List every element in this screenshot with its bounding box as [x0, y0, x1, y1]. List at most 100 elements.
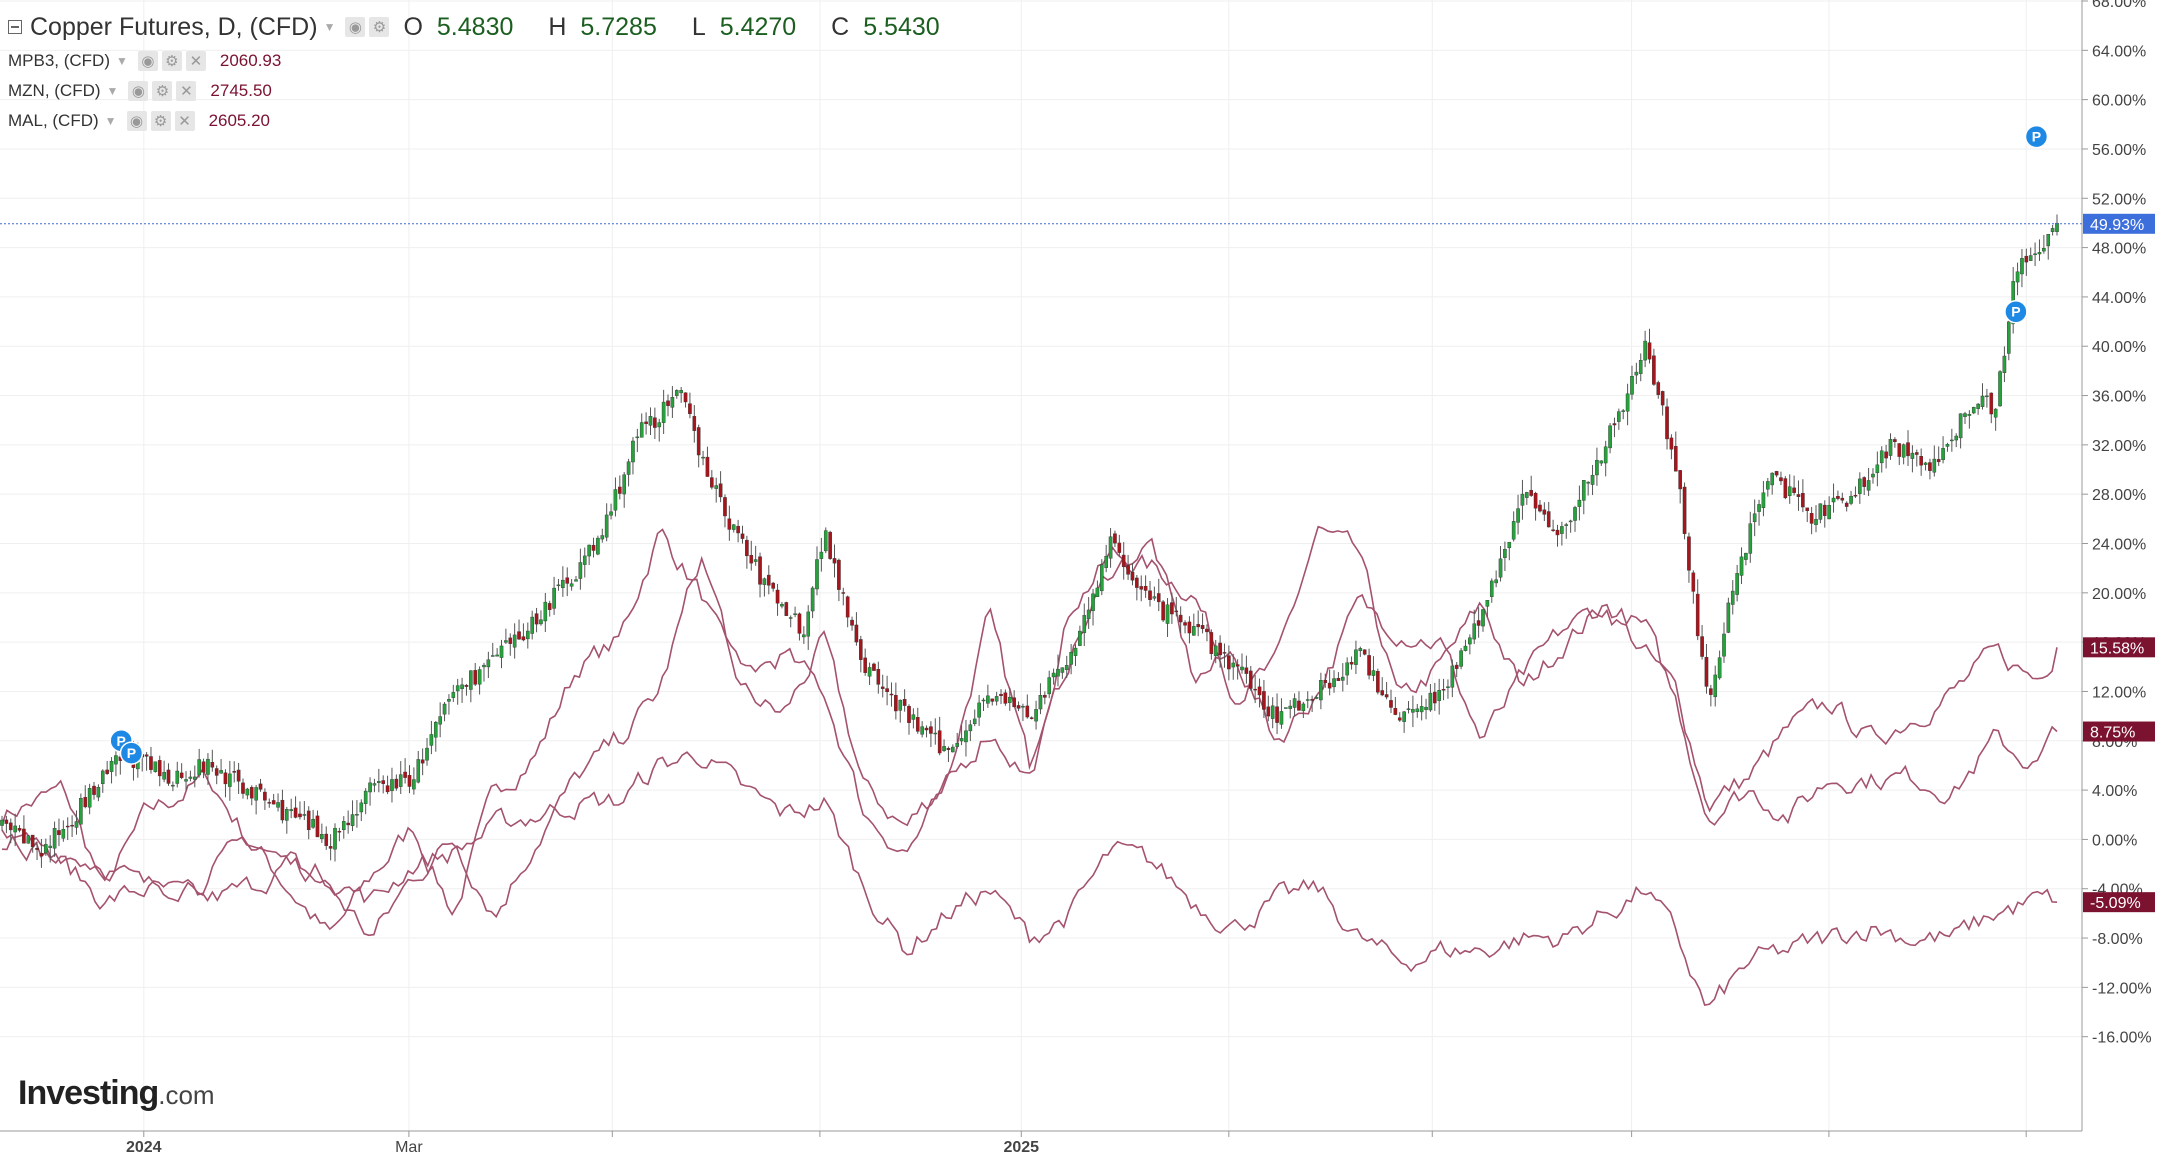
- gear-icon[interactable]: ⚙: [369, 17, 390, 37]
- gear-icon[interactable]: ⚙: [150, 111, 171, 131]
- chevron-down-icon[interactable]: ▼: [104, 114, 117, 128]
- candle-body: [587, 544, 591, 557]
- candle-body: [1060, 667, 1065, 673]
- candle-body: [631, 440, 635, 463]
- candle-body: [1529, 490, 1534, 496]
- candle-body: [1468, 637, 1472, 645]
- candle-body: [1647, 342, 1652, 360]
- candle-body: [837, 559, 841, 590]
- candle-body: [1801, 493, 1805, 508]
- candle-body: [622, 474, 626, 495]
- chevron-down-icon[interactable]: ▼: [323, 20, 336, 34]
- comparison-name[interactable]: MZN, (CFD): [8, 81, 101, 100]
- visibility-icon[interactable]: ◉: [126, 111, 147, 131]
- candle-body: [920, 726, 924, 735]
- candle-body: [1980, 395, 1985, 407]
- candle-body: [959, 738, 964, 742]
- visibility-icon[interactable]: ◉: [128, 81, 149, 101]
- collapse-icon[interactable]: [8, 20, 22, 34]
- x-tick-label: 2024: [126, 1139, 162, 1156]
- candle-body: [1078, 630, 1082, 646]
- open-label: O: [403, 12, 423, 41]
- candle-body: [70, 824, 74, 827]
- candle-body: [490, 655, 495, 657]
- candle-body: [1424, 706, 1428, 710]
- gear-icon[interactable]: ⚙: [152, 81, 173, 101]
- candle-body: [197, 759, 201, 776]
- candle-body: [1034, 709, 1038, 722]
- candle-body: [153, 761, 158, 772]
- current-value-badge: [2083, 213, 2155, 234]
- candle-body: [13, 825, 17, 833]
- candle-body: [1209, 632, 1214, 654]
- candle-body: [482, 664, 486, 668]
- candle-body: [929, 726, 933, 734]
- candle-body: [701, 456, 705, 459]
- candle-body: [1411, 709, 1415, 713]
- candle-body: [1301, 703, 1306, 712]
- candle-body: [745, 539, 749, 557]
- current-value-label: 49.93%: [2090, 217, 2144, 234]
- candle-body: [968, 724, 973, 732]
- candle-body: [1875, 464, 1880, 474]
- candle-body: [1016, 705, 1021, 709]
- candle-body: [1498, 558, 1503, 578]
- chevron-down-icon[interactable]: ▼: [106, 84, 119, 98]
- candle-body: [302, 814, 307, 816]
- close-icon[interactable]: ✕: [174, 111, 195, 131]
- candle-body: [109, 760, 114, 772]
- candle-body: [1205, 628, 1209, 633]
- candle-body: [39, 853, 44, 857]
- candle-body: [784, 602, 789, 616]
- candle-body: [885, 688, 889, 693]
- candle-body: [1130, 571, 1135, 581]
- candle-body: [1599, 460, 1604, 464]
- candle-body: [65, 825, 70, 828]
- candle-body: [473, 670, 478, 685]
- candle-body: [1152, 596, 1157, 599]
- candle-body: [591, 544, 596, 551]
- close-icon[interactable]: ✕: [185, 51, 206, 71]
- candle-body: [1358, 648, 1363, 652]
- candle-body: [823, 530, 828, 552]
- gear-icon[interactable]: ⚙: [161, 51, 182, 71]
- candle-body: [1954, 435, 1959, 441]
- candle-body: [1831, 497, 1836, 503]
- candle-body: [311, 818, 315, 828]
- investing-logo: Investing.com: [18, 1074, 215, 1113]
- comparison-name[interactable]: MAL, (CFD): [8, 111, 99, 130]
- candle-body: [1897, 443, 1902, 457]
- candle-body: [937, 730, 942, 754]
- candle-body: [951, 746, 955, 753]
- candle-body: [249, 787, 254, 799]
- candle-body: [1314, 697, 1319, 699]
- candle-body: [61, 828, 66, 839]
- candle-body: [1862, 477, 1867, 487]
- candle-body: [670, 397, 675, 408]
- candle-body: [263, 791, 267, 801]
- chevron-down-icon[interactable]: ▼: [116, 54, 128, 68]
- candle-body: [1520, 493, 1525, 506]
- close-icon[interactable]: ✕: [176, 81, 197, 101]
- comparison-name[interactable]: MPB3, (CFD): [8, 51, 110, 70]
- candle-body: [1822, 504, 1827, 516]
- candle-body: [1516, 508, 1520, 523]
- main-series-title[interactable]: Copper Futures, D, (CFD): [30, 12, 318, 41]
- candle-body: [1091, 593, 1095, 611]
- candle-body: [1625, 393, 1630, 412]
- candle-body: [2055, 222, 2059, 232]
- visibility-icon[interactable]: ◉: [345, 17, 366, 37]
- candle-body: [1888, 439, 1893, 456]
- candle-body: [1082, 615, 1087, 634]
- candle-body: [1910, 452, 1915, 459]
- candle-body: [1143, 585, 1148, 591]
- candle-body: [1538, 504, 1542, 512]
- candle-body: [381, 780, 386, 784]
- visibility-icon[interactable]: ◉: [137, 51, 158, 71]
- candle-body: [1178, 614, 1183, 623]
- y-tick-label: 12.00%: [2092, 684, 2146, 701]
- marker-label: P: [2032, 129, 2041, 145]
- candle-body: [994, 696, 999, 702]
- candle-body: [1735, 573, 1739, 595]
